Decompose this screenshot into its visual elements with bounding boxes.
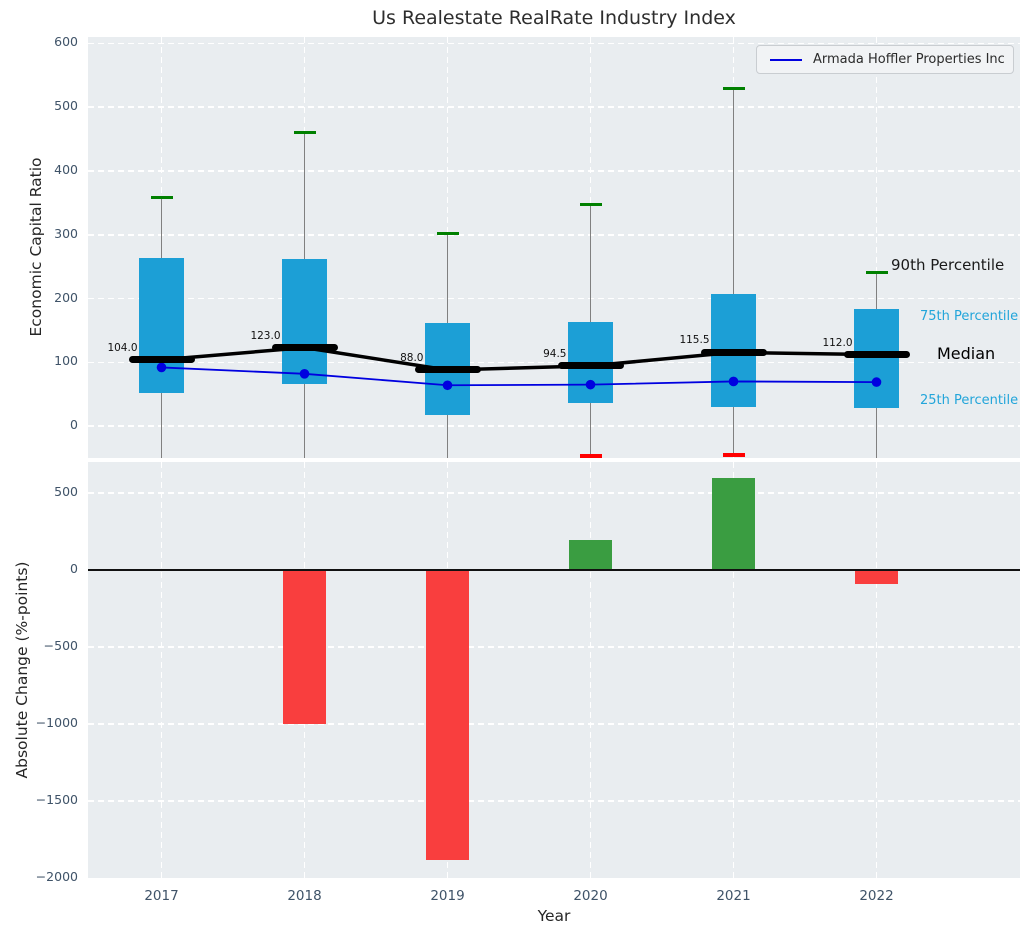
ytick-label: 100 — [54, 353, 78, 369]
legend: Armada Hoffler Properties Inc — [756, 45, 1014, 74]
whisker-cap-low-2020 — [579, 454, 602, 458]
change-bar-2018 — [283, 569, 326, 724]
lines-overlay — [156, 345, 882, 391]
xtick-label-2020: 2020 — [573, 888, 608, 904]
annotation-median: Median — [937, 344, 996, 363]
whisker-cap-high-2017 — [150, 196, 173, 200]
gridline-vertical — [732, 462, 735, 878]
ytick-label: 500 — [54, 98, 78, 114]
gridline-horizontal — [88, 492, 1020, 494]
bottom-y-axis-label: Absolute Change (%-points) — [13, 561, 31, 779]
gridline-vertical — [875, 462, 878, 878]
whisker-cap-high-2022 — [865, 270, 888, 274]
median-bar-2021 — [700, 348, 767, 356]
ytick-label: 0 — [70, 560, 78, 576]
gridline-horizontal — [88, 800, 1020, 802]
gridline-horizontal — [88, 106, 1020, 108]
median-bar-2020 — [557, 362, 624, 370]
ytick-label: 200 — [54, 289, 78, 305]
whisker-cap-high-2021 — [722, 87, 745, 91]
gridline-horizontal — [88, 42, 1020, 45]
box-2022 — [854, 308, 899, 409]
top-y-axis-label: Economic Capital Ratio — [27, 157, 45, 337]
company-dot-2021 — [728, 376, 739, 387]
change-bar-2020 — [569, 539, 612, 570]
xtick-label-2017: 2017 — [144, 888, 179, 904]
annotation-75th-percentile: 75th Percentile — [920, 309, 1019, 324]
whisker-cap-low-2021 — [722, 453, 745, 457]
xtick-label-2021: 2021 — [716, 888, 751, 904]
xtick-label-2018: 2018 — [287, 888, 322, 904]
gridline-vertical — [589, 462, 592, 878]
legend-line-sample — [770, 58, 802, 61]
gridline-vertical — [875, 37, 878, 458]
whisker-cap-high-2020 — [579, 203, 602, 207]
ytick-label: −1000 — [35, 714, 78, 730]
x-axis-label: Year — [537, 907, 571, 925]
ytick-label: 600 — [54, 34, 78, 50]
whisker-cap-high-2018 — [293, 131, 316, 135]
median-value-label-2019: 88.0 — [400, 351, 424, 364]
gridline-vertical — [160, 462, 163, 878]
bottom-plot-area — [88, 462, 1020, 878]
gridline-horizontal — [88, 361, 1020, 364]
ytick-label: 300 — [54, 225, 78, 241]
chart-title: Us Realestate RealRate Industry Index — [372, 7, 736, 29]
legend-label: Armada Hoffler Properties Inc — [813, 52, 1005, 67]
median-value-label-2021: 115.5 — [679, 334, 710, 347]
median-value-label-2018: 123.0 — [250, 329, 281, 342]
change-bar-2022 — [855, 569, 898, 584]
company-dot-2017 — [156, 362, 167, 373]
annotation-25th-percentile: 25th Percentile — [920, 393, 1019, 408]
gridline-horizontal — [88, 170, 1020, 172]
median-bar-2019 — [414, 366, 481, 374]
gridline-horizontal — [88, 297, 1020, 300]
top-plot-area: 104.0 123.0 88.0 94.5 115.5 112.0 — [88, 37, 1020, 458]
ytick-label: −2000 — [35, 869, 78, 884]
annotation-90th-percentile: 90th Percentile — [891, 256, 1005, 274]
gridline-horizontal — [88, 646, 1020, 648]
box-2018 — [282, 258, 327, 384]
median-value-label-2022: 112.0 — [822, 336, 853, 349]
company-dot-2018 — [299, 369, 310, 379]
ytick-label: −500 — [43, 637, 78, 653]
company-dot-2019 — [442, 380, 453, 391]
median-value-label-2020: 94.5 — [543, 347, 567, 360]
change-bar-2021 — [712, 478, 755, 570]
gridline-horizontal — [88, 233, 1020, 236]
gridline-horizontal — [88, 425, 1020, 427]
median-bar-2017 — [128, 356, 195, 364]
company-dot-2022 — [871, 377, 882, 387]
company-line — [161, 366, 877, 387]
median-bar-2018 — [271, 344, 338, 352]
whisker-line-2021 — [732, 88, 735, 455]
company-dot-2020 — [585, 379, 596, 390]
ytick-label: 400 — [54, 161, 78, 177]
xtick-label-2019: 2019 — [430, 888, 465, 904]
xtick-label-2022: 2022 — [859, 888, 894, 904]
median-bar-2022 — [843, 351, 910, 359]
whisker-cap-high-2019 — [436, 231, 459, 235]
median-value-label-2017: 104.0 — [107, 341, 138, 354]
ytick-label: 0 — [70, 417, 78, 433]
zero-line — [88, 569, 1020, 571]
ytick-label: −1500 — [35, 791, 78, 807]
change-bar-2019 — [426, 569, 469, 860]
ytick-label: 500 — [54, 483, 78, 499]
gridline-horizontal — [88, 723, 1020, 725]
